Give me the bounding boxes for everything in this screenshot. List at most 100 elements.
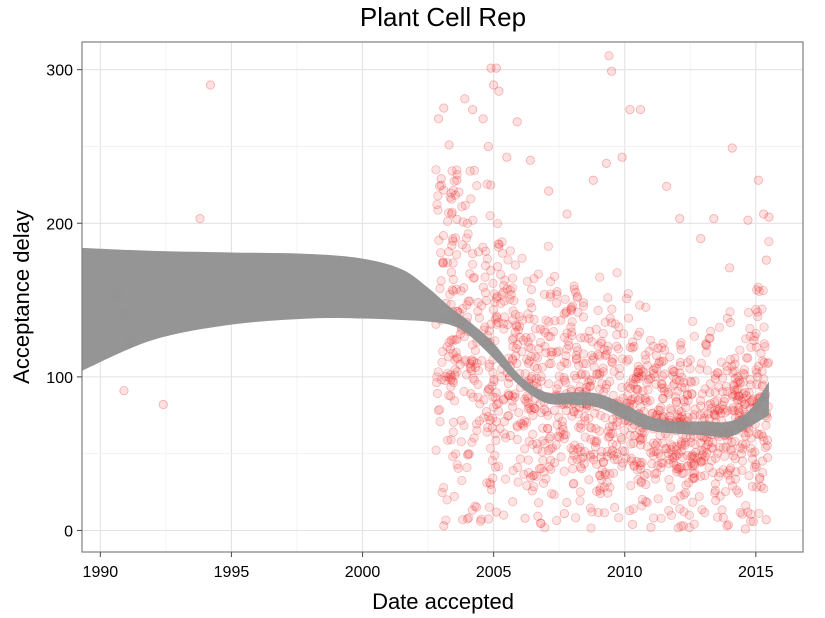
scatter-point-cloud: [760, 442, 770, 453]
scatter-point-cloud: [596, 452, 606, 462]
scatter-point-cloud: [531, 378, 541, 388]
scatter-point-cloud: [476, 356, 487, 366]
scatter-point-cloud: [543, 410, 553, 421]
scatter-point-cloud: [733, 394, 743, 404]
scatter-point-cloud: [697, 445, 707, 455]
scatter-point-cloud: [730, 359, 740, 369]
scatter-point-cloud: [651, 446, 661, 456]
scatter-point-cloud: [673, 386, 683, 396]
scatter-point-cloud: [734, 488, 744, 498]
scatter-point-cloud: [562, 497, 572, 508]
scatter-point-cloud: [679, 397, 689, 407]
scatter-point-cloud: [587, 350, 597, 361]
scatter-point-cloud: [573, 346, 583, 356]
scatter-point-cloud: [663, 387, 673, 397]
scatter-point-cloud: [676, 521, 686, 531]
scatter-point-cloud: [629, 438, 639, 448]
scatter-point-cloud: [473, 366, 484, 376]
scatter-point-cloud: [666, 405, 677, 415]
scatter-point-cloud: [550, 271, 560, 281]
scatter-point-cloud: [722, 406, 733, 416]
scatter-point-cloud: [656, 379, 667, 389]
scatter-point-cloud: [681, 403, 691, 413]
scatter-point-cloud: [626, 481, 636, 491]
scatter-point-cloud: [668, 371, 678, 381]
scatter-point-cloud: [679, 468, 689, 478]
scatter-point-cloud: [676, 407, 686, 417]
scatter-point-cloud: [449, 176, 459, 186]
scatter-point-cloud: [591, 424, 601, 434]
scatter-point-cloud: [485, 211, 495, 221]
scatter-point-cloud: [483, 384, 494, 394]
scatter-point-cloud: [666, 510, 676, 520]
scatter-point-cloud: [675, 491, 685, 501]
scatter-point-cloud: [488, 392, 498, 402]
scatter-point-cloud: [728, 391, 738, 401]
scatter-point-cloud: [684, 510, 694, 520]
scatter-point-cloud: [486, 485, 497, 495]
scatter-point-cloud: [597, 465, 607, 475]
scatter-point-cloud: [600, 413, 610, 423]
scatter-point-cloud: [636, 440, 646, 450]
scatter-point-cloud: [741, 391, 751, 401]
scatter-point-cloud: [675, 361, 685, 371]
scatter-point-cloud: [491, 311, 502, 321]
scatter-point-cloud: [727, 389, 737, 399]
scatter-point-cloud: [689, 473, 699, 484]
scatter-point-cloud: [554, 412, 564, 422]
scatter-point-cloud: [695, 410, 705, 420]
scatter-point-cloud: [718, 404, 729, 414]
scatter-point-cloud: [523, 393, 533, 403]
scatter-point: [452, 175, 462, 185]
scatter-point-cloud: [616, 432, 626, 443]
scatter-point-cloud: [526, 374, 537, 384]
scatter-point-cloud: [627, 343, 637, 353]
scatter-point-cloud: [488, 367, 498, 378]
scatter-point-cloud: [452, 353, 462, 364]
scatter-point-cloud: [529, 274, 539, 284]
scatter-point-cloud: [681, 480, 691, 490]
scatter-point-cloud: [508, 355, 518, 366]
scatter-point-cloud: [436, 248, 446, 258]
scatter-point-cloud: [705, 379, 715, 389]
scatter-point-cloud: [623, 313, 634, 323]
scatter-point-cloud: [608, 428, 618, 439]
scatter-point-cloud: [737, 396, 747, 406]
scatter-point-cloud: [727, 405, 738, 415]
scatter-point-cloud: [635, 327, 645, 337]
scatter-point-cloud: [668, 453, 678, 463]
scatter-point-cloud: [469, 357, 479, 367]
scatter-point-cloud: [705, 388, 715, 398]
scatter-point-cloud: [586, 376, 597, 386]
scatter-point-cloud: [668, 366, 679, 377]
scatter-point-cloud: [569, 284, 579, 294]
scatter-point-cloud: [521, 417, 532, 427]
scatter-point-cloud: [452, 169, 462, 180]
scatter-point-cloud: [637, 427, 647, 437]
scatter-point-cloud: [591, 459, 602, 469]
scatter-point: [724, 263, 735, 273]
scatter-point-cloud: [444, 208, 454, 218]
scatter-point-cloud: [482, 179, 492, 189]
scatter-point-cloud: [638, 433, 648, 444]
scatter-point-cloud: [758, 467, 768, 478]
scatter-point-cloud: [473, 392, 483, 402]
scatter-point-cloud: [678, 395, 689, 405]
scatter-point-cloud: [467, 505, 477, 515]
scatter-point-cloud: [432, 372, 442, 382]
scatter-point-cloud: [690, 376, 700, 386]
scatter-point-cloud: [722, 366, 732, 376]
scatter-point-cloud: [596, 338, 606, 349]
scatter-point-cloud: [634, 432, 645, 443]
scatter-point-cloud: [488, 278, 498, 289]
scatter-point-cloud: [657, 342, 667, 353]
scatter-point-cloud: [524, 436, 534, 446]
scatter-point-cloud: [701, 339, 711, 349]
scatter-point-cloud: [593, 341, 603, 351]
scatter-point-cloud: [675, 504, 685, 514]
scatter-point-cloud: [523, 337, 533, 347]
scatter-point-cloud: [566, 443, 576, 453]
scatter-point-cloud: [526, 351, 536, 362]
plot-border: [81, 41, 804, 553]
scatter-point: [764, 212, 774, 222]
